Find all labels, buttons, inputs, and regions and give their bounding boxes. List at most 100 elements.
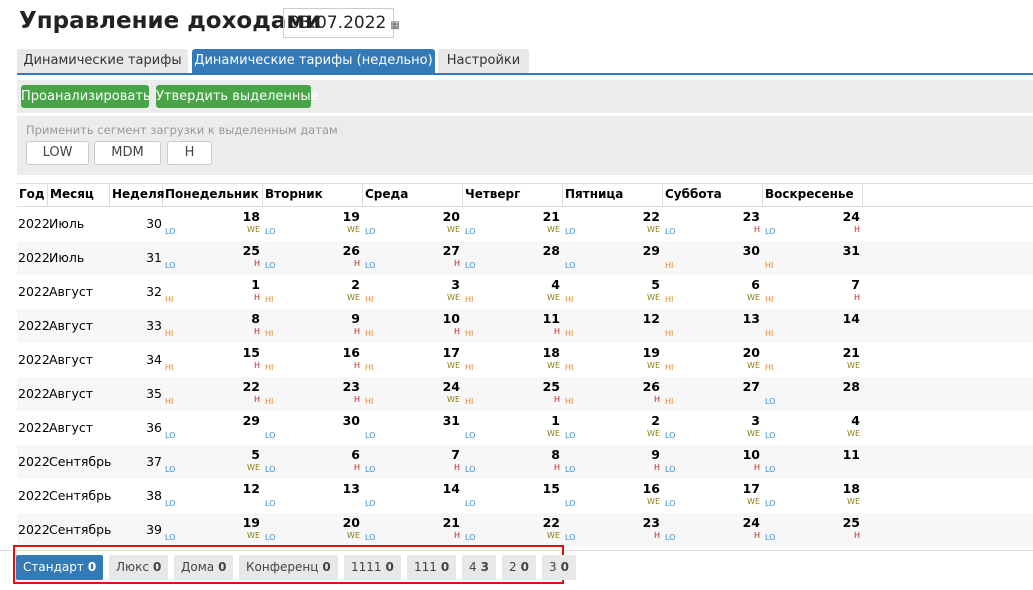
room-tab[interactable]: Дома 0 — [174, 555, 234, 580]
day-number[interactable]: 24 — [742, 515, 760, 530]
room-tab[interactable]: Люкс 0 — [109, 555, 169, 580]
day-number[interactable]: 25 — [542, 379, 560, 394]
day-number[interactable]: 21 — [842, 345, 860, 360]
day-number[interactable]: 26 — [642, 379, 660, 394]
day-number[interactable]: 4 — [851, 413, 860, 428]
day-number[interactable]: 29 — [642, 243, 660, 258]
date-input[interactable]: 03.07.2022 ▦ — [283, 8, 400, 38]
day-number[interactable]: 13 — [342, 481, 360, 496]
day-number[interactable]: 28 — [542, 243, 560, 258]
day-number[interactable]: 9 — [351, 311, 360, 326]
day-number[interactable]: 30 — [342, 413, 360, 428]
day-number[interactable]: 18 — [842, 481, 860, 496]
day-number[interactable]: 7 — [851, 277, 860, 292]
day-number[interactable]: 6 — [351, 447, 360, 462]
day-number[interactable]: 23 — [342, 379, 360, 394]
segment-button[interactable]: H — [167, 141, 212, 165]
action-button[interactable]: Проанализировать — [21, 85, 151, 108]
day-number[interactable]: 5 — [651, 277, 660, 292]
day-number[interactable]: 23 — [742, 209, 760, 224]
day-number[interactable]: 28 — [842, 379, 860, 394]
room-tab[interactable]: Стандарт 0 — [16, 555, 104, 580]
day-number[interactable]: 31 — [442, 413, 460, 428]
day-number[interactable]: 27 — [442, 243, 460, 258]
day-number[interactable]: 26 — [342, 243, 360, 258]
day-number[interactable]: 7 — [451, 447, 460, 462]
day-flag: H — [253, 361, 260, 370]
day-flag: H — [553, 327, 560, 336]
table-row — [17, 445, 1033, 479]
day-number[interactable]: 16 — [342, 345, 360, 360]
day-number[interactable]: 12 — [242, 481, 260, 496]
day-number[interactable]: 22 — [642, 209, 660, 224]
day-number[interactable]: 24 — [842, 209, 860, 224]
day-number[interactable]: 14 — [842, 311, 860, 326]
segment-tag: LO — [265, 431, 276, 440]
day-number[interactable]: 9 — [651, 447, 660, 462]
day-number[interactable]: 5 — [251, 447, 260, 462]
day-flag: WE — [647, 293, 660, 302]
day-number[interactable]: 1 — [551, 413, 560, 428]
day-number[interactable]: 19 — [342, 209, 360, 224]
tab[interactable]: Динамические тарифы (недельно) — [192, 49, 435, 73]
segment-button[interactable]: MDM — [94, 141, 161, 165]
day-number[interactable]: 30 — [742, 243, 760, 258]
day-number[interactable]: 20 — [442, 209, 460, 224]
day-number[interactable]: 4 — [551, 277, 560, 292]
room-tab[interactable]: 1111 0 — [344, 555, 401, 580]
day-number[interactable]: 10 — [442, 311, 460, 326]
day-number[interactable]: 17 — [742, 481, 760, 496]
segment-button[interactable]: LOW — [26, 141, 89, 165]
year-cell: 2022 — [18, 318, 50, 333]
day-number[interactable]: 2 — [351, 277, 360, 292]
day-number[interactable]: 23 — [642, 515, 660, 530]
tab[interactable]: Настройки — [438, 49, 529, 73]
table-row — [17, 275, 1033, 309]
day-number[interactable]: 8 — [551, 447, 560, 462]
day-number[interactable]: 13 — [742, 311, 760, 326]
day-number[interactable]: 20 — [742, 345, 760, 360]
day-number[interactable]: 31 — [842, 243, 860, 258]
day-number[interactable]: 18 — [542, 345, 560, 360]
day-number[interactable]: 3 — [451, 277, 460, 292]
day-number[interactable]: 10 — [742, 447, 760, 462]
month-cell: Сентябрь — [49, 488, 112, 503]
day-number[interactable]: 22 — [242, 379, 260, 394]
day-number[interactable]: 15 — [542, 481, 560, 496]
action-button[interactable]: Утвердить выделенные — [156, 85, 319, 108]
day-number[interactable]: 27 — [742, 379, 760, 394]
day-number[interactable]: 2 — [651, 413, 660, 428]
day-number[interactable]: 24 — [442, 379, 460, 394]
room-count: 0 — [218, 560, 227, 574]
day-number[interactable]: 6 — [751, 277, 760, 292]
day-number[interactable]: 16 — [642, 481, 660, 496]
day-number[interactable]: 11 — [542, 311, 560, 326]
day-number[interactable]: 19 — [242, 515, 260, 530]
day-number[interactable]: 18 — [242, 209, 260, 224]
day-number[interactable]: 17 — [442, 345, 460, 360]
day-number[interactable]: 14 — [442, 481, 460, 496]
day-number[interactable]: 22 — [542, 515, 560, 530]
day-number[interactable]: 15 — [242, 345, 260, 360]
day-number[interactable]: 21 — [542, 209, 560, 224]
day-number[interactable]: 1 — [251, 277, 260, 292]
room-tab[interactable]: 111 0 — [407, 555, 457, 580]
tab[interactable]: Динамические тарифы — [17, 49, 188, 73]
day-number[interactable]: 25 — [842, 515, 860, 530]
day-number[interactable]: 8 — [251, 311, 260, 326]
day-number[interactable]: 29 — [242, 413, 260, 428]
segment-tag: LO — [765, 397, 776, 406]
day-number[interactable]: 20 — [342, 515, 360, 530]
day-number[interactable]: 11 — [842, 447, 860, 462]
day-number[interactable]: 3 — [751, 413, 760, 428]
day-number[interactable]: 12 — [642, 311, 660, 326]
day-number[interactable]: 25 — [242, 243, 260, 258]
day-number[interactable]: 19 — [642, 345, 660, 360]
day-number[interactable]: 21 — [442, 515, 460, 530]
room-name: Дома — [181, 560, 215, 574]
room-tab[interactable]: Конференц 0 — [239, 555, 338, 580]
week-cell: 38 — [146, 488, 162, 503]
